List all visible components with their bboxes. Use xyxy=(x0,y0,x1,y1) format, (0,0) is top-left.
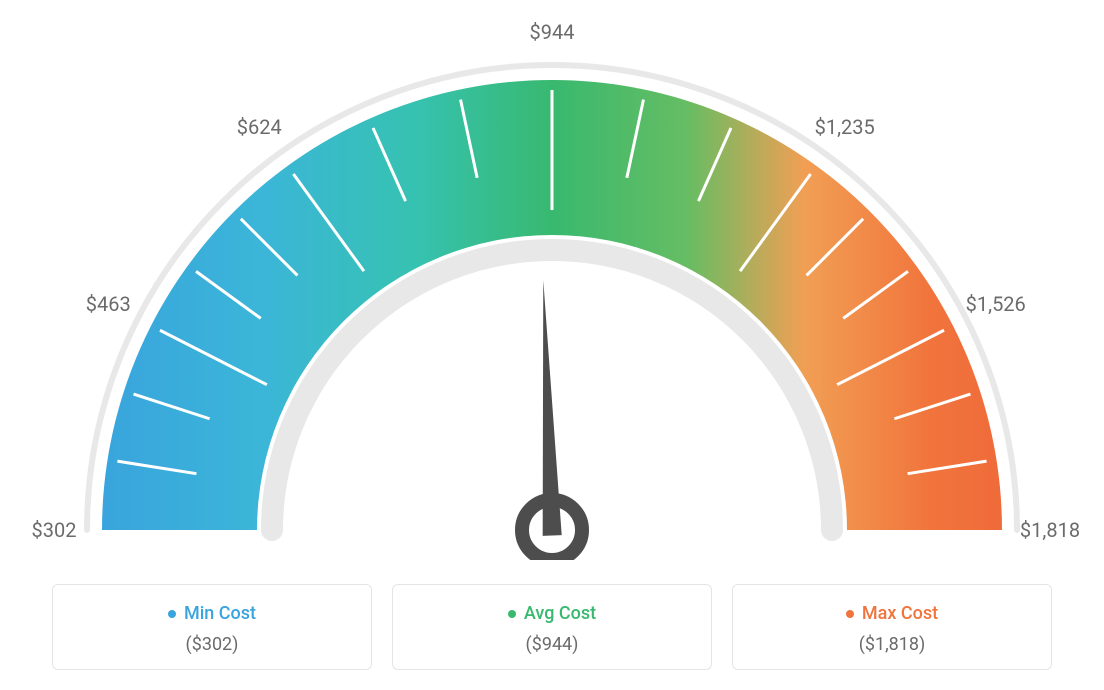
legend-title-max: Max Cost xyxy=(862,603,938,624)
legend-title-avg: Avg Cost xyxy=(524,603,596,624)
gauge-scale-label: $1,818 xyxy=(1020,518,1080,542)
gauge-chart: $302 $463 $624 $944 $1,235 $1,526 $1,818 xyxy=(0,0,1104,560)
legend-card-min: Min Cost ($302) xyxy=(52,584,372,670)
gauge-scale-label: $944 xyxy=(530,20,575,44)
gauge-scale-label: $1,526 xyxy=(966,292,1026,316)
dot-icon xyxy=(846,610,854,618)
dot-icon xyxy=(508,610,516,618)
legend-title-row: Min Cost xyxy=(63,603,361,624)
dot-icon xyxy=(168,610,176,618)
legend-card-avg: Avg Cost ($944) xyxy=(392,584,712,670)
gauge-svg xyxy=(0,0,1104,560)
legend-card-max: Max Cost ($1,818) xyxy=(732,584,1052,670)
gauge-scale-label: $1,235 xyxy=(815,115,875,139)
gauge-scale-label: $624 xyxy=(237,115,282,139)
gauge-scale-label: $463 xyxy=(86,292,131,316)
legend-title-row: Avg Cost xyxy=(403,603,701,624)
legend-value-avg: ($944) xyxy=(403,634,701,655)
gauge-scale-label: $302 xyxy=(32,518,77,542)
legend-title-min: Min Cost xyxy=(184,603,256,624)
legend-value-max: ($1,818) xyxy=(743,634,1041,655)
legend-title-row: Max Cost xyxy=(743,603,1041,624)
legend-row: Min Cost ($302) Avg Cost ($944) Max Cost… xyxy=(0,584,1104,670)
legend-value-min: ($302) xyxy=(63,634,361,655)
